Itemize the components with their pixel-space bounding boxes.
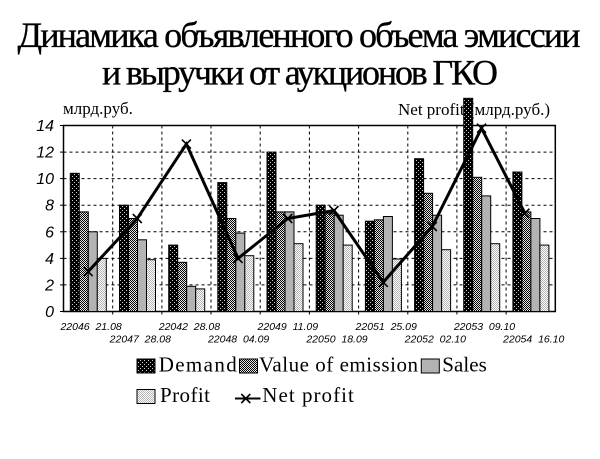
svg-text:2: 2 <box>44 277 54 294</box>
svg-text:Динамика объявленного объема э: Динамика объявленного объема эмиссии <box>18 15 581 55</box>
svg-text:4: 4 <box>45 251 54 268</box>
svg-text:22042 28.08: 22042 28.08 <box>158 321 220 333</box>
svg-text:8: 8 <box>45 198 54 215</box>
svg-text:22049 11.09: 22049 11.09 <box>257 321 319 333</box>
svg-text:22052 02.10: 22052 02.10 <box>404 334 466 346</box>
svg-text:Net profit (млрд.руб.): Net profit (млрд.руб.) <box>398 100 550 119</box>
svg-text:млрд.руб.: млрд.руб. <box>63 99 133 118</box>
svg-text:и выручки от аукционов ГКО: и выручки от аукционов ГКО <box>102 53 498 93</box>
svg-text:Net profit: Net profit <box>262 383 354 407</box>
svg-text:6: 6 <box>45 224 54 241</box>
svg-text:Demand: Demand <box>159 353 238 377</box>
svg-text:0: 0 <box>45 304 54 321</box>
svg-text:12: 12 <box>36 145 54 162</box>
svg-text:22047 28.08: 22047 28.08 <box>109 334 171 346</box>
svg-text:10: 10 <box>36 171 54 188</box>
svg-text:Sales: Sales <box>442 353 487 377</box>
svg-text:14: 14 <box>36 118 54 135</box>
svg-text:Value of emission: Value of emission <box>259 353 419 377</box>
svg-text:Profit: Profit <box>160 383 210 407</box>
svg-text:22046 21.08: 22046 21.08 <box>59 321 121 333</box>
svg-text:22050 18.09: 22050 18.09 <box>305 334 367 346</box>
svg-text:22048 04.09: 22048 04.09 <box>207 334 269 346</box>
svg-text:22054 16.10: 22054 16.10 <box>502 334 564 346</box>
svg-text:22053 09.10: 22053 09.10 <box>453 321 515 333</box>
svg-text:22051 25.09: 22051 25.09 <box>355 321 417 333</box>
